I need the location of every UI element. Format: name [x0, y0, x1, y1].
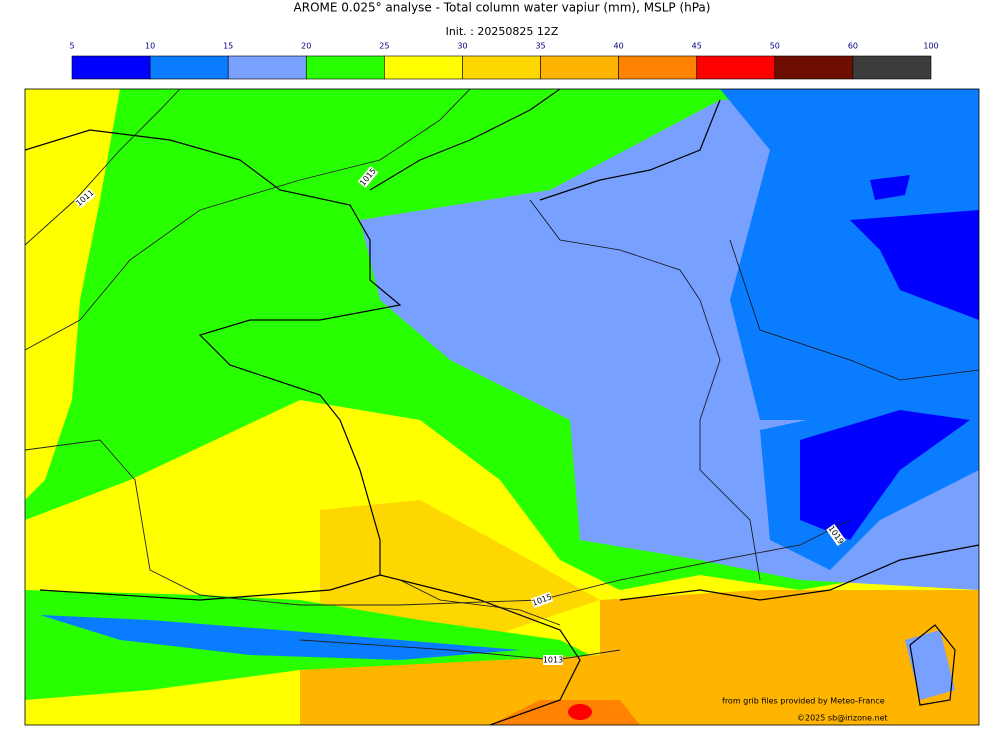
- isobar-label: 1013: [543, 656, 563, 665]
- border: [529, 199, 761, 581]
- coastline: [539, 99, 721, 201]
- tcwv-area: [870, 175, 910, 200]
- border: [729, 239, 979, 381]
- colorbar-segment: [774, 55, 854, 80]
- isobar-label-bg: [826, 523, 846, 547]
- isobar: [299, 639, 621, 661]
- colorbar-segment: [618, 55, 698, 80]
- init-time: Init. : 20250825 12Z: [446, 25, 559, 38]
- colorbar-segment: [852, 55, 932, 80]
- tcwv-area: [568, 704, 592, 720]
- colorbar-tick-label: 40: [614, 42, 624, 51]
- colorbar-segment: [71, 55, 151, 80]
- colorbar-tick-label: 30: [457, 42, 467, 51]
- tcwv-area: [40, 615, 520, 660]
- tcwv-area: [25, 89, 120, 500]
- map-frame: [24, 88, 980, 726]
- tcwv-area: [905, 630, 955, 700]
- colorbar-segment: [540, 55, 619, 80]
- isobar: [25, 89, 471, 351]
- colorbar-segment: [149, 55, 229, 80]
- colorbar-tick-label: 15: [223, 42, 233, 51]
- coastline: [25, 129, 402, 601]
- coastline: [369, 89, 561, 191]
- credit: from grib files provided by Meteo-France: [722, 697, 885, 706]
- colorbar-tick-label: 60: [848, 42, 858, 51]
- isobar-label-bg: [543, 655, 563, 665]
- colorbar-tick-label: 35: [535, 42, 545, 51]
- colorbar-segment: [305, 55, 385, 80]
- coastline: [379, 574, 581, 725]
- coastline: [619, 544, 979, 601]
- colorbar-tick-label: 100: [923, 42, 938, 51]
- tcwv-area: [490, 700, 640, 725]
- coastline: [909, 624, 956, 706]
- title: AROME 0.025° analyse - Total column wate…: [294, 1, 711, 15]
- colorbar-tick-label: 10: [145, 42, 155, 51]
- colorbar-segment: [227, 55, 307, 80]
- border: [399, 579, 561, 626]
- colorbar-segment: [462, 55, 541, 80]
- colorbar-tick-label: 20: [301, 42, 311, 51]
- isobar: [25, 89, 181, 246]
- tcwv-area: [800, 410, 970, 540]
- isobar-label-bg: [74, 187, 96, 209]
- credit: ©2025 sb@irizone.net: [797, 714, 888, 723]
- tcwv-area: [850, 210, 979, 320]
- colorbar-tick-label: 45: [692, 42, 702, 51]
- colorbar-tick-label: 25: [379, 42, 389, 51]
- colorbar: 5 10 15 20 25 30 35 40 45 50 60 100: [69, 42, 939, 80]
- colorbar-segment: [384, 55, 463, 80]
- colorbar-tick-label: 5: [69, 42, 74, 51]
- isobar-label-bg: [530, 591, 554, 609]
- tcwv-area: [600, 590, 979, 725]
- colorbar-tick-label: 50: [770, 42, 780, 51]
- isobar: [25, 439, 851, 606]
- map: [25, 89, 979, 725]
- colorbar-segment: [696, 55, 776, 80]
- tcwv-area: [720, 89, 979, 420]
- isobar-label-bg: [357, 166, 379, 188]
